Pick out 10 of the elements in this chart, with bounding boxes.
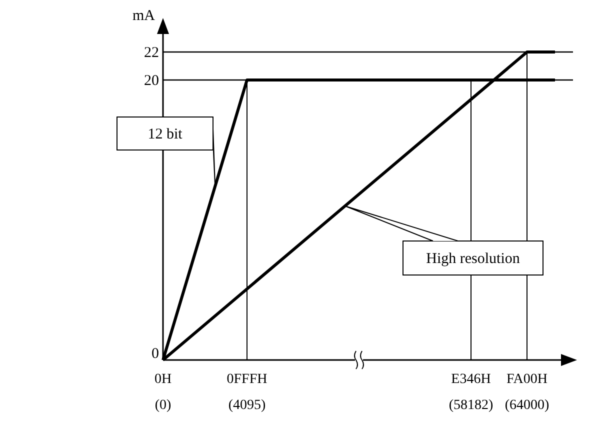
y-tick-label: 22 (144, 45, 159, 61)
x-tick-label: 0FFFH (4095) (226, 372, 268, 413)
y-tick-label: 0 (152, 346, 159, 362)
text: 12 bit (148, 126, 184, 142)
y-tick-label: 20 (144, 73, 159, 89)
x-tick-label: 0H (0) (154, 372, 172, 413)
x-tick-label: FA00H (64000) (504, 372, 550, 413)
y-axis-title: mA (132, 8, 156, 24)
x-tick-label: E346H (58182) (448, 372, 494, 413)
text: High resolution (426, 251, 520, 267)
